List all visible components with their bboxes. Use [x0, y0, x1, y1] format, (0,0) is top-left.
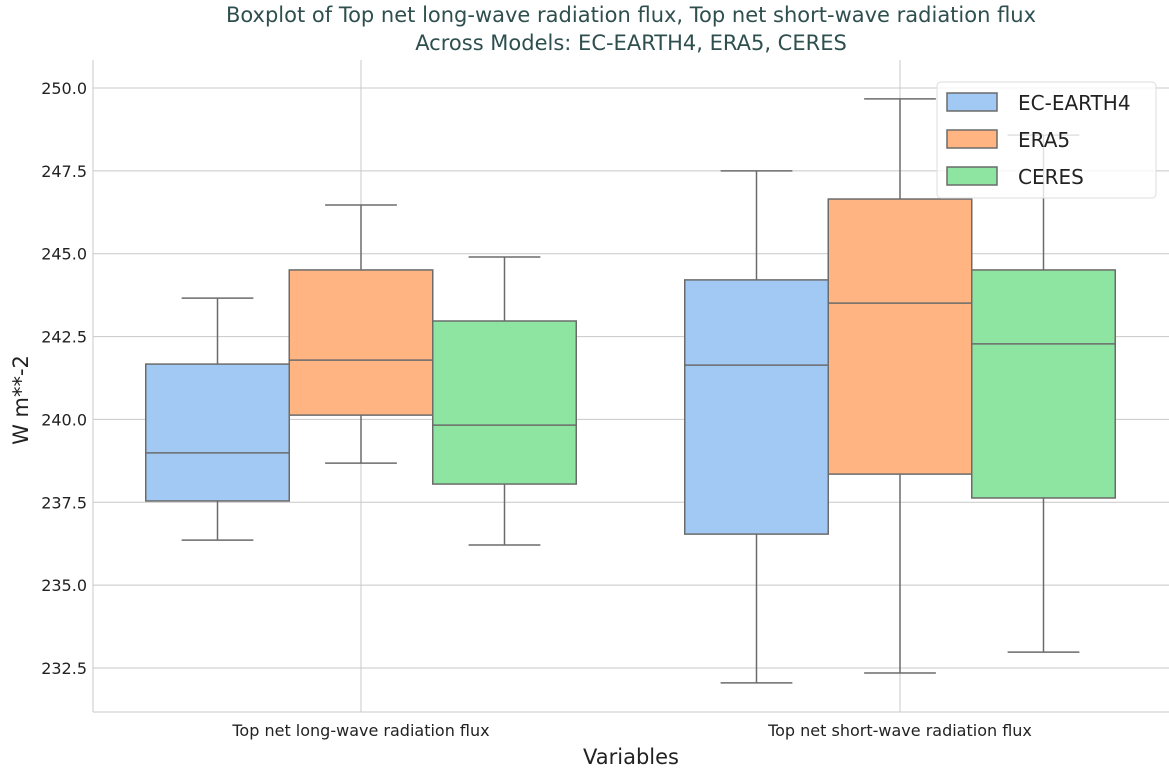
y-tick-label: 250.0: [41, 79, 87, 98]
y-tick-label: 242.5: [41, 328, 87, 347]
y-tick-label: 247.5: [41, 162, 87, 181]
legend-label: ERA5: [1018, 128, 1070, 152]
box-iqr: [971, 269, 1116, 499]
box-ERA5-0: [288, 204, 434, 464]
y-tick-label: 245.0: [41, 245, 87, 264]
legend-swatch: [946, 92, 998, 112]
y-tick-label: 237.5: [41, 493, 87, 512]
box-iqr: [145, 363, 290, 502]
y-tick-label: 240.0: [41, 410, 87, 429]
legend-label: EC-EARTH4: [1018, 91, 1131, 115]
y-tick-label: 232.5: [41, 659, 87, 678]
x-tick-label: Top net short-wave radiation flux: [767, 721, 1032, 740]
box-CERES-0: [432, 256, 577, 546]
chart-title-line2: Across Models: EC-EARTH4, ERA5, CERES: [415, 31, 847, 55]
box-iqr: [432, 320, 577, 485]
y-axis-label: W m**-2: [9, 355, 33, 445]
box-iqr: [827, 198, 973, 475]
box-iqr: [684, 279, 829, 535]
legend-label: CERES: [1018, 165, 1084, 189]
box-iqr: [288, 269, 434, 416]
x-tick-label: Top net long-wave radiation flux: [231, 721, 489, 740]
chart-title-line1: Boxplot of Top net long-wave radiation f…: [226, 3, 1036, 27]
x-axis-label: Variables: [583, 745, 679, 766]
box-CERES-1: [971, 134, 1116, 653]
legend: EC-EARTH4 ERA5 CERES: [936, 81, 1157, 199]
legend-swatch: [946, 166, 998, 186]
legend-swatch: [946, 129, 998, 149]
box-EC-EARTH4-0: [145, 297, 290, 541]
y-tick-label: 235.0: [41, 576, 87, 595]
box-ERA5-1: [827, 98, 973, 674]
box-EC-EARTH4-1: [684, 170, 829, 684]
